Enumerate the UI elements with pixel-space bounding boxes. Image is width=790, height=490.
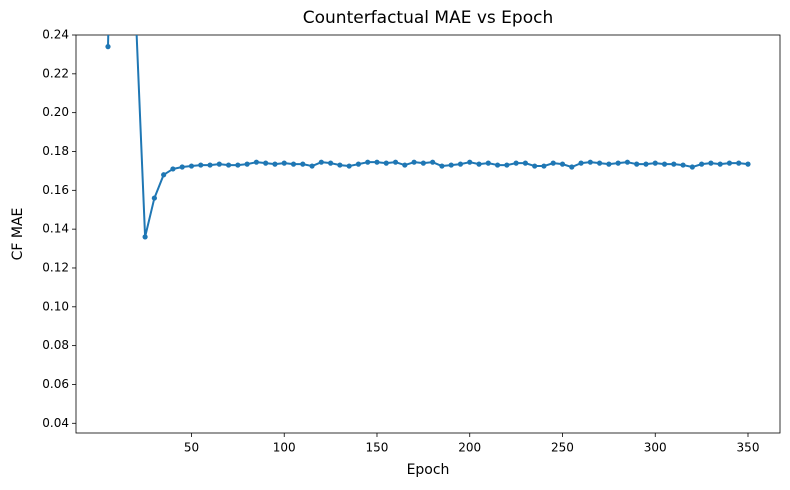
y-tick-label: 0.16 (42, 183, 69, 197)
data-point (355, 161, 362, 167)
y-tick-label: 0.22 (42, 66, 69, 80)
x-tick-label: 350 (737, 441, 760, 455)
data-point (161, 172, 167, 178)
chart-title: Counterfactual MAE vs Epoch (303, 8, 553, 28)
data-point (365, 159, 371, 165)
data-point (411, 159, 417, 165)
x-axis-label: Epoch (407, 462, 450, 478)
data-point (309, 163, 315, 169)
data-point (198, 162, 204, 168)
data-line (107, 35, 749, 238)
x-tick-label: 250 (551, 441, 574, 455)
data-point (300, 161, 306, 167)
data-point (439, 163, 445, 169)
data-point (225, 162, 232, 168)
data-point (624, 159, 631, 165)
x-tick-label: 150 (366, 441, 389, 455)
data-point (346, 163, 352, 169)
data-point (448, 162, 454, 168)
data-point (717, 161, 723, 167)
data-point (550, 160, 556, 166)
y-tick-label: 0.12 (42, 260, 69, 274)
data-point (671, 161, 677, 167)
data-point (708, 160, 714, 166)
data-point (689, 164, 695, 170)
data-point (522, 160, 528, 166)
data-point (513, 160, 519, 166)
data-point (494, 162, 501, 168)
data-point (559, 161, 566, 167)
y-tick-label: 0.04 (42, 416, 69, 430)
y-tick-label: 0.08 (42, 338, 69, 352)
data-point (151, 195, 157, 201)
data-point (420, 160, 426, 166)
data-point (216, 161, 222, 167)
data-point (634, 161, 640, 167)
data-point (318, 159, 324, 165)
data-point (643, 161, 649, 167)
data-point (430, 159, 436, 165)
plot-frame (75, 34, 781, 434)
data-point (504, 162, 510, 168)
y-tick-label: 0.18 (42, 144, 69, 158)
data-point (541, 163, 547, 169)
data-point (263, 160, 269, 166)
data-point (485, 160, 491, 166)
data-point (680, 162, 686, 168)
data-point (578, 160, 584, 166)
data-point (188, 163, 195, 169)
data-point (253, 159, 260, 165)
data-point (272, 161, 278, 167)
data-point (587, 159, 593, 165)
data-point (179, 164, 185, 170)
data-point (281, 160, 287, 166)
y-tick-label: 0.06 (42, 377, 69, 391)
x-tick-label: 50 (184, 441, 199, 455)
data-point (392, 159, 399, 165)
data-point (661, 161, 668, 167)
data-point (235, 162, 241, 168)
data-point (133, 13, 138, 18)
data-point (457, 161, 464, 167)
data-point (596, 160, 603, 166)
data-point (170, 166, 176, 172)
y-tick-label: 0.20 (42, 105, 69, 119)
data-point (105, 44, 111, 50)
data-point (606, 161, 612, 167)
data-point (383, 160, 389, 166)
data-point (569, 164, 575, 170)
data-point (207, 162, 213, 168)
y-axis-label: CF MAE (10, 208, 26, 261)
y-tick-label: 0.10 (42, 299, 69, 313)
x-tick-label: 100 (273, 441, 296, 455)
data-point (476, 161, 482, 167)
data-point (615, 160, 621, 166)
data-point (328, 160, 334, 166)
data-point (726, 160, 733, 166)
data-point (652, 160, 658, 166)
data-point (290, 161, 297, 167)
data-point (374, 159, 380, 165)
x-tick-label: 200 (458, 441, 481, 455)
data-point (142, 234, 148, 240)
x-tick-label: 300 (644, 441, 667, 455)
data-point (532, 163, 538, 169)
data-point (244, 161, 250, 167)
data-point (467, 159, 473, 165)
y-tick-label: 0.14 (42, 222, 69, 236)
data-point (745, 161, 751, 167)
data-point (699, 161, 705, 167)
data-point (736, 160, 742, 166)
y-tick-label: 0.24 (42, 28, 69, 42)
plot-area (105, 13, 751, 240)
data-point (337, 162, 343, 168)
data-point (402, 162, 408, 168)
